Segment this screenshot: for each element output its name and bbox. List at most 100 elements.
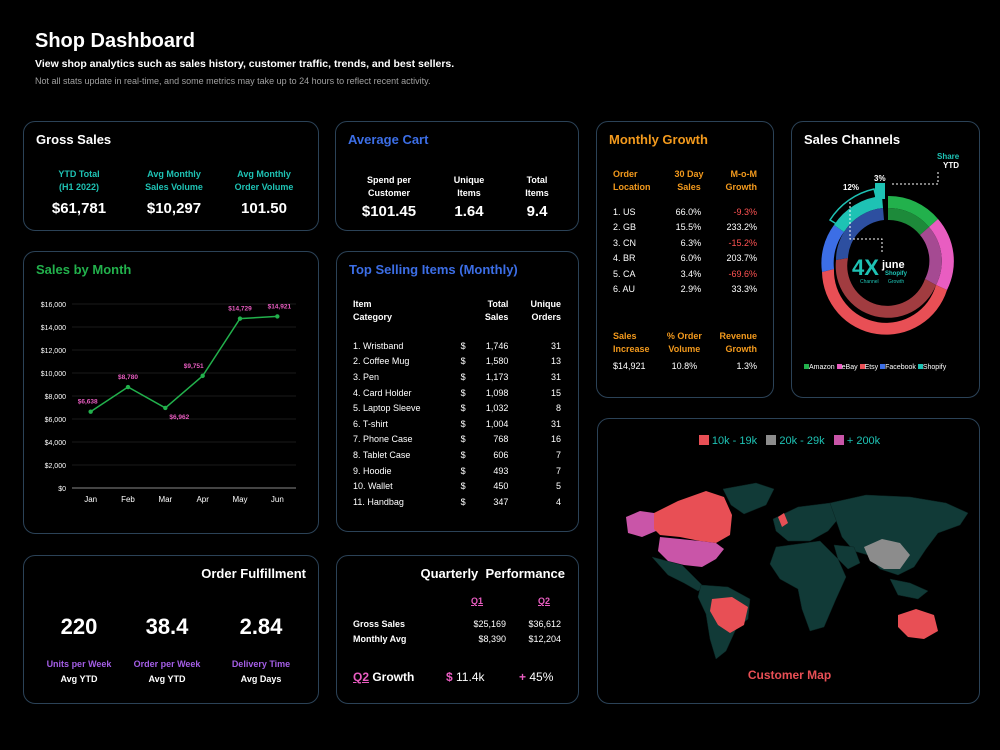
cell: 8 [555,403,561,414]
cell: 31 [550,340,561,351]
table-row: 2. Coffee Mug $1,580 13 [353,354,561,370]
sales-channels-donut: 4X june Shopify Channel Growth 12% 3% Sh… [821,152,960,335]
stat-label: (H1 2022) [58,182,100,192]
stat-label: Order per Week [133,659,201,669]
map-region-usa [658,537,724,567]
legend-item: 20k - 29k [766,435,825,447]
stat-label: Order Volume [234,182,294,192]
cell: 7 [555,465,561,476]
header-cell: Sales [613,331,637,341]
cell: 3. Pen [353,371,380,382]
stat-label: Customer [367,188,410,198]
average-cart-stat: Spend per Customer $101.45 [346,174,432,220]
cell: -9.3% [733,206,757,217]
x-tick-label: Mar [158,495,172,504]
cell: 1. US [613,206,636,217]
stat-label: Spend per [366,175,411,185]
quarterly-card: Quarterly Performance Q1 Q2 Gross Sales … [336,555,579,704]
center-callout-line [849,202,883,252]
stat-value: 9.4 [526,203,548,220]
cell: 2. GB [613,222,637,233]
table-row: 7. Phone Case $768 16 [353,432,561,448]
shopify-share-box [875,183,885,199]
cell: 2. Coffee Mug [353,356,410,367]
table-row: 6. T-shirt $1,004 31 [353,416,561,432]
cell: $ [460,387,466,398]
cell: 1,173 [485,371,509,382]
stat-sub: Avg YTD [148,674,186,684]
order-fulfillment-title: Order Fulfillment [201,566,306,581]
sales-by-month-title: Sales by Month [36,262,132,277]
sales-channels-legend: Amazon eBay Etsy Facebook Shopify [804,364,946,371]
average-cart-card: Average Cart Spend per Customer $101.45 … [335,121,579,231]
table-row: 6. AU 2.9% 33.3% [613,282,757,298]
cell: 1,580 [485,356,509,367]
stat-value: 220 [60,614,98,639]
growth-pct: + 45% [519,670,554,684]
y-tick-label: $14,000 [41,325,66,332]
cell: 16 [550,434,561,445]
y-tick-label: $0 [58,486,66,493]
y-tick-label: $2,000 [45,463,67,470]
center-month: june [881,259,905,271]
data-point [163,405,168,411]
donut-segment-facebook [821,225,844,272]
data-label: $14,729 [228,306,252,313]
data-label: $14,921 [268,303,292,310]
top-selling-table: Item Category Total Sales Unique Orders … [353,298,561,510]
growth-label: Growth [369,670,415,684]
gross-sales-stat: Avg Monthly Sales Volume $10,297 [124,168,224,217]
cell: $ [460,403,466,414]
cell: 4 [555,496,561,507]
quarterly-row: Gross Sales $25,169 $36,612 [353,619,561,629]
monthly-growth-table: Order Location 30 Day Sales M-o-M Growth… [613,168,757,297]
sales-channels-title: Sales Channels [804,132,901,147]
data-label: $6,638 [78,399,98,406]
map-region-greenland [722,482,775,515]
share-label: Share [937,152,960,161]
x-tick-label: Jan [84,495,97,504]
monthly-growth-summary: Sales Increase % Order Volume Revenue Gr… [613,330,757,374]
legend-item: Amazon [804,364,835,371]
legend-item: Etsy [859,364,878,371]
cell: 2.9% [680,284,702,295]
cell: 6.0% [680,253,702,264]
cell: 450 [493,481,509,492]
cell: $ [460,356,466,367]
cell: 1,032 [485,403,509,414]
cell: 66.0% [675,206,702,217]
quarterly-row: Monthly Avg $8,390 $12,204 [353,634,561,644]
stat-label: Avg Monthly [237,169,291,179]
cell: 1,004 [485,418,509,429]
cell: 11. Handbag [353,496,404,507]
pct-label: 12% [843,183,859,192]
table-row: 3. CN 6.3% -15.2% [613,235,757,251]
header-cell: Order [613,169,638,179]
table-row: 9. Hoodie $493 7 [353,463,561,479]
legend-item: Facebook [880,364,916,371]
donut-segment-shopify [834,196,883,232]
x-tick-label: Apr [196,495,209,504]
quarter-header: Q2 [538,596,551,606]
header-cell: Sales [677,182,701,192]
header-cell: Unique [530,299,562,309]
stat-value: 38.4 [145,614,189,639]
y-tick-label: $10,000 [41,371,66,378]
pct-label: 3% [874,174,886,183]
map-region-southeast-asia [889,578,929,600]
stat-value: $61,781 [51,200,107,217]
cell: $ [460,449,466,460]
cell: 8. Tablet Case [353,449,411,460]
sales-line-chart: $0 $2,000 $4,000 $6,000 $8,000 $10,000 $12,000… [41,302,296,504]
cell: -69.6% [728,268,757,279]
table-row: 11. Handbag $347 4 [353,494,561,510]
average-cart-stat: Unique Items 1.64 [434,174,504,220]
map-legend: 10k - 19k 20k - 29k + 200k [598,435,981,447]
header-cell: Item [353,299,372,309]
header-cell: Sales [484,312,509,322]
cell: 1,098 [485,387,509,398]
cell: 6. T-shirt [353,418,388,429]
stat-value: 1.64 [454,203,484,220]
cell: 31 [550,371,561,382]
table-row: 5. CA 3.4% -69.6% [613,266,757,282]
